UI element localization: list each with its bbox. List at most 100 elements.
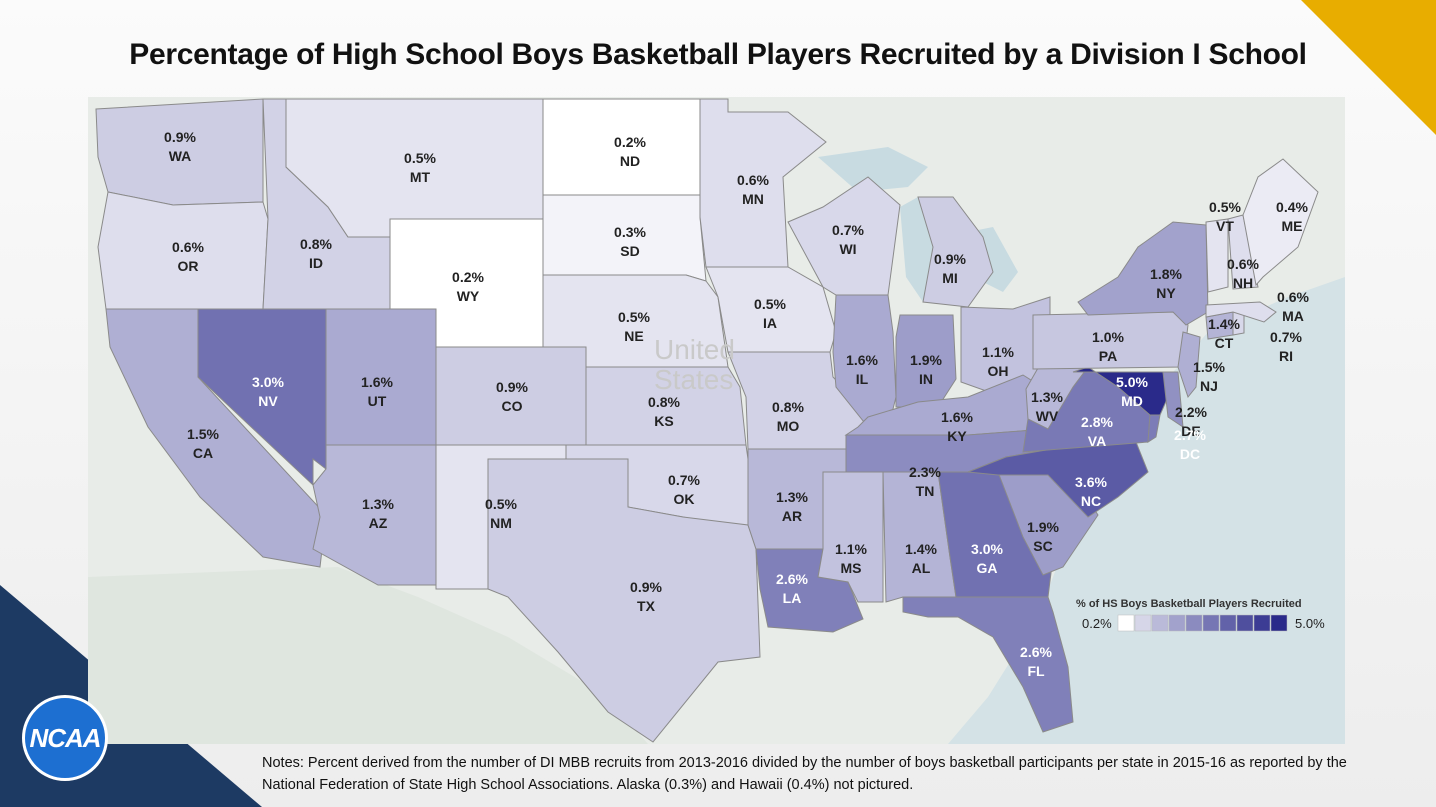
page-title: Percentage of High School Boys Basketbal…: [129, 38, 1307, 71]
map-mexico-land: [88, 567, 648, 744]
state-code-nc: NC: [1081, 493, 1101, 509]
state-code-mn: MN: [742, 191, 764, 207]
map-watermark: United States: [654, 334, 735, 395]
state-code-mo: MO: [777, 418, 800, 434]
state-code-sc: SC: [1033, 538, 1052, 554]
state-labels: 0.9% WA 0.6% OR 1.5% CA 3.0% NV 0.8% ID 0.5% MT 0.2%…: [164, 129, 1309, 679]
state-value-pa: 1.0%: [1092, 329, 1124, 345]
state-value-me: 0.4%: [1276, 199, 1308, 215]
state-value-nj: 1.5%: [1193, 359, 1225, 375]
legend-title: % of HS Boys Basketball Players Recruite…: [1076, 598, 1302, 610]
state-code-md: MD: [1121, 393, 1143, 409]
state-value-al: 1.4%: [905, 541, 937, 557]
state-value-dc: 2.7%: [1174, 427, 1206, 443]
state-value-md: 5.0%: [1116, 374, 1148, 390]
state-code-me: ME: [1282, 218, 1303, 234]
state-value-nh: 0.6%: [1227, 256, 1259, 272]
state-code-tx: TX: [637, 598, 656, 614]
state-value-vt: 0.5%: [1209, 199, 1241, 215]
state-value-wv: 1.3%: [1031, 389, 1063, 405]
state-code-co: CO: [502, 398, 523, 414]
state-code-ut: UT: [368, 393, 387, 409]
state-de: [1162, 371, 1184, 428]
state-value-mo: 0.8%: [772, 399, 804, 415]
watermark-line-1: United: [654, 334, 735, 365]
state-code-ok: OK: [674, 491, 695, 507]
state-code-mi: MI: [942, 270, 958, 286]
state-value-ny: 1.8%: [1150, 266, 1182, 282]
state-code-nv: NV: [258, 393, 278, 409]
state-vt: [1205, 218, 1229, 293]
state-value-ks: 0.8%: [648, 394, 680, 410]
state-code-vt: VT: [1216, 218, 1234, 234]
state-mn: [699, 98, 827, 268]
state-value-tx: 0.9%: [630, 579, 662, 595]
state-ma: [1205, 301, 1277, 323]
legend-swatch-3: [1151, 614, 1169, 632]
state-code-de: DE: [1181, 423, 1200, 439]
legend-swatch-2: [1134, 614, 1152, 632]
state-code-wi: WI: [839, 241, 856, 257]
state-value-ri: 0.7%: [1270, 329, 1302, 345]
state-value-ca: 1.5%: [187, 426, 219, 442]
legend-swatch-5: [1185, 614, 1203, 632]
state-value-ia: 0.5%: [754, 296, 786, 312]
state-value-ok: 0.7%: [668, 472, 700, 488]
legend-swatch-1: [1117, 614, 1135, 632]
state-value-wi: 0.7%: [832, 222, 864, 238]
notes-text: Notes: Percent derived from the number o…: [262, 755, 1347, 793]
legend-swatches: [1117, 614, 1288, 632]
state-fl: [902, 596, 1074, 733]
state-value-nd: 0.2%: [614, 134, 646, 150]
legend-swatch-6: [1202, 614, 1220, 632]
legend-swatch-7: [1219, 614, 1237, 632]
state-value-ma: 0.6%: [1277, 289, 1309, 305]
state-value-ky: 1.6%: [941, 409, 973, 425]
state-value-sd: 0.3%: [614, 224, 646, 240]
state-code-ar: AR: [782, 508, 802, 524]
state-code-wy: WY: [457, 288, 480, 304]
state-code-va: VA: [1088, 433, 1106, 449]
legend-swatch-9: [1253, 614, 1271, 632]
state-code-in: IN: [919, 371, 933, 387]
state-code-ks: KS: [654, 413, 673, 429]
state-dc: [1147, 414, 1161, 443]
state-code-az: AZ: [369, 515, 388, 531]
legend-swatch-4: [1168, 614, 1186, 632]
us-choropleth-map: United States 0.9% WA 0.6% OR 1.5% CA 3.0% NV 0.…: [88, 97, 1345, 744]
ncaa-logo: NCAA: [22, 695, 108, 781]
state-nh: [1227, 214, 1259, 290]
state-ks: [585, 366, 747, 446]
state-ia: [705, 266, 837, 353]
state-value-or: 0.6%: [172, 239, 204, 255]
state-nc: [967, 441, 1149, 518]
legend-min-label: 0.2%: [1082, 616, 1112, 631]
state-code-al: AL: [912, 560, 931, 576]
state-value-mn: 0.6%: [737, 172, 769, 188]
state-value-nm: 0.5%: [485, 496, 517, 512]
state-value-fl: 2.6%: [1020, 644, 1052, 660]
state-code-ri: RI: [1279, 348, 1293, 364]
state-code-wv: WV: [1036, 408, 1059, 424]
state-value-sc: 1.9%: [1027, 519, 1059, 535]
state-code-ma: MA: [1282, 308, 1304, 324]
state-wi: [787, 176, 901, 296]
state-code-tn: TN: [916, 483, 935, 499]
state-value-az: 1.3%: [362, 496, 394, 512]
state-code-oh: OH: [988, 363, 1009, 379]
legend-max-label: 5.0%: [1295, 616, 1325, 631]
state-code-ia: IA: [763, 315, 777, 331]
legend-swatch-10: [1270, 614, 1288, 632]
legend: % of HS Boys Basketball Players Recruite…: [1076, 598, 1325, 632]
state-value-oh: 1.1%: [982, 344, 1014, 360]
state-value-nv: 3.0%: [252, 374, 284, 390]
state-value-va: 2.8%: [1081, 414, 1113, 430]
map-svg: United States 0.9%WA0.6%OR1.5%CA3.0%NV0.…: [88, 97, 1345, 744]
state-code-pa: PA: [1099, 348, 1117, 364]
state-code-nd: ND: [620, 153, 640, 169]
state-value-tn: 2.3%: [909, 464, 941, 480]
state-value-ne: 0.5%: [618, 309, 650, 325]
state-code-or: OR: [178, 258, 199, 274]
state-code-mt: MT: [410, 169, 431, 185]
state-value-nc: 3.6%: [1075, 474, 1107, 490]
